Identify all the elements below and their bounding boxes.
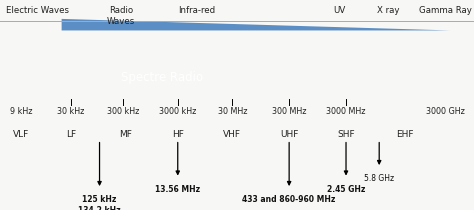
Text: 30 kHz: 30 kHz [57,107,85,116]
Text: VHF: VHF [223,130,241,139]
Text: 13.56 MHz: 13.56 MHz [155,185,201,194]
Text: MF: MF [119,130,132,139]
Text: 3000 MHz: 3000 MHz [326,107,366,116]
Text: LF: LF [66,130,76,139]
Text: Electric Waves: Electric Waves [7,6,69,15]
Text: UHF: UHF [280,130,298,139]
Text: 5.8 GHz: 5.8 GHz [364,174,394,183]
Text: 9 kHz: 9 kHz [10,107,33,116]
Text: Spectre Radio: Spectre Radio [121,71,203,84]
Text: UV: UV [333,6,345,15]
Text: X ray: X ray [377,6,400,15]
Text: Infra-red: Infra-red [178,6,215,15]
Text: Gamma Ray: Gamma Ray [419,6,472,15]
Text: 433 and 860-960 MHz: 433 and 860-960 MHz [243,195,336,204]
Text: EHF: EHF [397,130,414,139]
Text: VLF: VLF [13,130,29,139]
Text: 30 MHz: 30 MHz [218,107,247,116]
Text: 3000 kHz: 3000 kHz [159,107,196,116]
Text: 3000 GHz: 3000 GHz [426,107,465,116]
Text: 125 kHz
134.2 kHz: 125 kHz 134.2 kHz [78,195,121,210]
Text: HF: HF [172,130,184,139]
Text: 300 kHz: 300 kHz [107,107,139,116]
Text: 300 MHz: 300 MHz [272,107,306,116]
Text: SHF: SHF [337,130,355,139]
Text: Radio
Waves: Radio Waves [107,6,135,26]
Polygon shape [62,19,450,30]
Text: 2.45 GHz: 2.45 GHz [327,185,365,194]
